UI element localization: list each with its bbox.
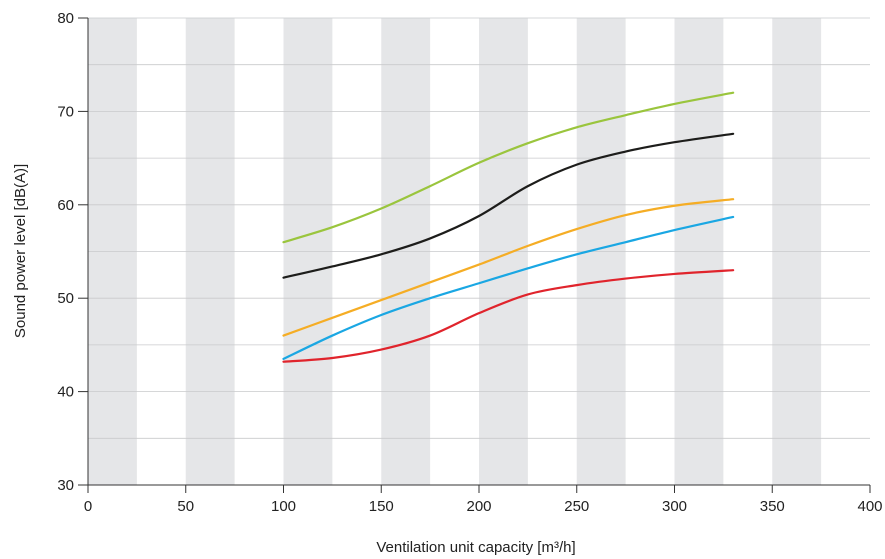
x-tick-label: 150 xyxy=(369,498,394,515)
series-line-5 xyxy=(282,269,735,363)
x-tick-label: 50 xyxy=(177,498,194,515)
axes xyxy=(78,17,871,493)
x-tick-label: 100 xyxy=(271,498,296,515)
x-tick-label: 200 xyxy=(466,498,491,515)
x-axis-title: Ventilation unit capacity [m³/h] xyxy=(376,539,575,556)
gridlines xyxy=(88,17,870,439)
series-line-3 xyxy=(282,198,735,337)
y-tick-label: 80 xyxy=(57,10,74,27)
tick-labels: 0 50 100 150 200 250 300 350 400 30 40 50 60 70 80 xyxy=(57,10,882,515)
y-axis-title: Sound power level [dB(A)] xyxy=(12,164,29,338)
y-tick-label: 70 xyxy=(57,103,74,120)
series-lines xyxy=(282,91,735,363)
series-line-1 xyxy=(282,91,735,244)
x-tick-label: 400 xyxy=(857,498,882,515)
x-tick-label: 250 xyxy=(564,498,589,515)
x-tick-label: 0 xyxy=(84,498,92,515)
series-line-4 xyxy=(282,215,735,361)
x-tick-label: 300 xyxy=(662,498,687,515)
y-tick-label: 60 xyxy=(57,197,74,214)
y-tick-label: 50 xyxy=(57,290,74,307)
y-tick-label: 30 xyxy=(57,477,74,494)
series-line-2 xyxy=(282,132,735,279)
x-tick-label: 350 xyxy=(760,498,785,515)
y-tick-label: 40 xyxy=(57,384,74,401)
